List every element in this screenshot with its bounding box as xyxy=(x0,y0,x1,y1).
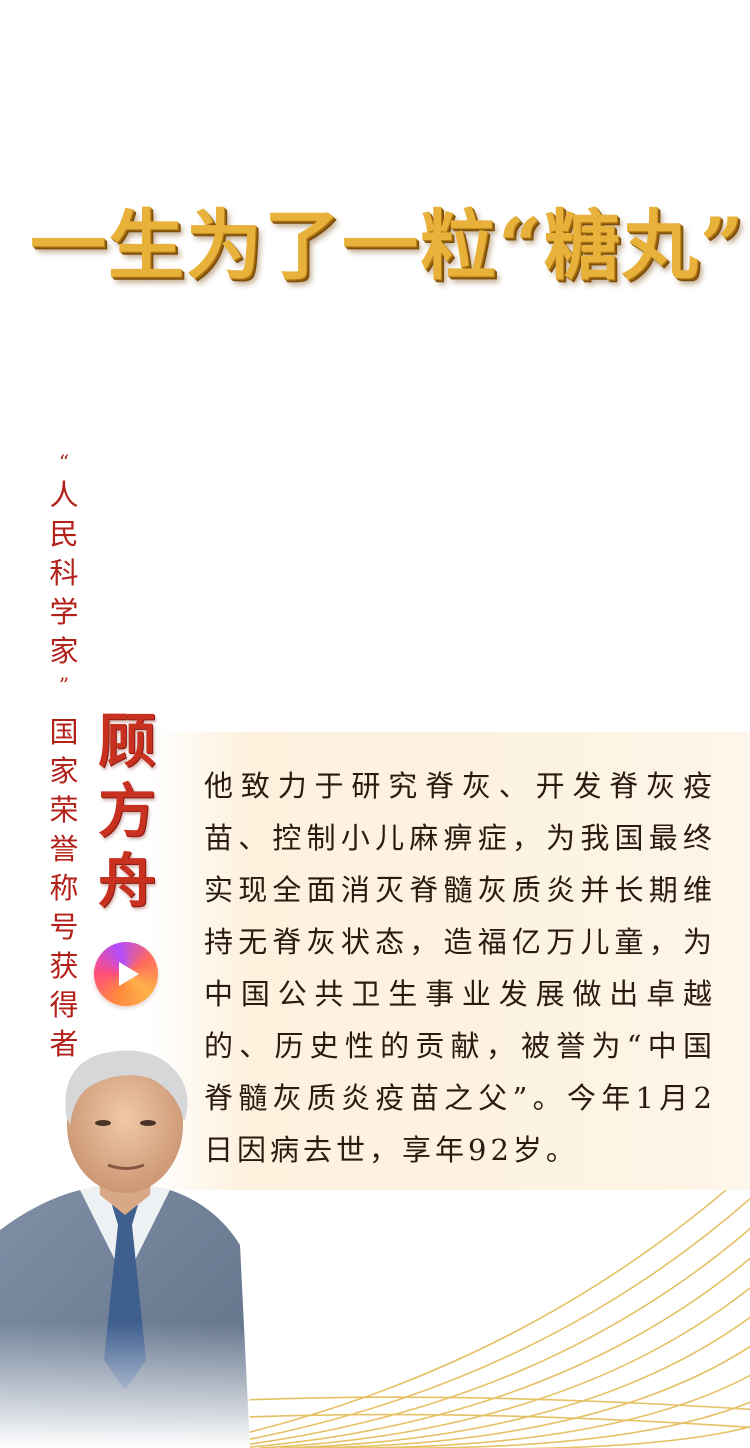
decorative-arcs xyxy=(0,1167,750,1448)
award-char: 获 xyxy=(49,949,79,983)
honorific-char: 学 xyxy=(49,595,79,629)
name-char: 顾 xyxy=(97,707,156,775)
award-char: 家 xyxy=(49,754,79,788)
biography-text: 他致力于研究脊灰、开发脊灰疫苗、控制小儿麻痹症，为我国最终实现全面消灭脊髓灰质炎… xyxy=(204,769,716,1167)
award-char: 誉 xyxy=(49,832,79,866)
page-title: 一生为了一粒“糖丸” xyxy=(30,201,746,290)
quote-open: “ xyxy=(58,450,70,474)
award-char: 称 xyxy=(49,871,79,905)
play-icon xyxy=(119,962,139,986)
award-char: 号 xyxy=(49,910,79,944)
name-char: 舟 xyxy=(97,847,156,915)
quote-close: ” xyxy=(58,673,70,697)
honorific-char: 民 xyxy=(49,517,79,551)
honorific-char: 人 xyxy=(49,478,79,512)
honorific-column: “ 人 民 科 学 家 ” 国 家 荣 誉 称 号 获 得 者 xyxy=(46,448,82,1064)
name-char: 方 xyxy=(97,777,156,845)
play-button[interactable] xyxy=(94,942,158,1006)
portrait-image xyxy=(0,1030,250,1448)
award-char: 得 xyxy=(49,988,79,1022)
honorific-char: 家 xyxy=(49,634,79,668)
honorific-char: 科 xyxy=(49,556,79,590)
text-panel xyxy=(150,732,750,1190)
award-char: 荣 xyxy=(49,793,79,827)
person-name: 顾 方 舟 xyxy=(92,706,162,916)
award-char: 国 xyxy=(49,715,79,749)
